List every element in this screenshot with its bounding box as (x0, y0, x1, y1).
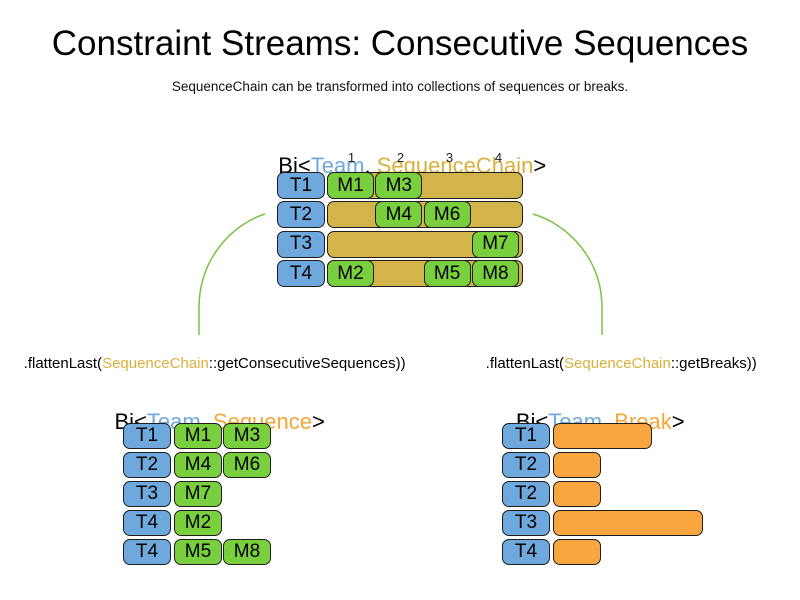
match-box: M5 (423, 260, 471, 288)
team-box: T2 (502, 481, 550, 507)
column-label: 1 (347, 150, 356, 165)
header-comma: , (200, 409, 213, 434)
match-box: M4 (174, 452, 222, 478)
match-box: M5 (174, 539, 222, 565)
match-box: M7 (174, 481, 222, 507)
left-transform-label: .flattenLast(SequenceChain::getConsecuti… (5, 335, 408, 392)
match-box: M8 (471, 260, 519, 288)
team-box: T2 (502, 452, 550, 478)
header-suffix: > (312, 409, 325, 434)
break-bar (553, 481, 601, 507)
break-bar (553, 452, 601, 478)
team-box: T2 (123, 452, 171, 478)
fn-text: ::getBreaks)) (670, 355, 757, 372)
column-label: 3 (445, 150, 454, 165)
match-box: M7 (471, 230, 519, 258)
team-box: T3 (502, 510, 550, 536)
fn-highlight: SequenceChain (564, 355, 671, 372)
header-comma: , (602, 409, 615, 434)
match-box: M1 (174, 423, 222, 449)
right-transform-label: .flattenLast(SequenceChain::getBreaks)) (467, 335, 759, 392)
team-box: T1 (123, 423, 171, 449)
team-box: T4 (277, 260, 325, 288)
header-suffix: > (671, 409, 685, 434)
match-box: M8 (223, 539, 271, 565)
team-box: T4 (502, 539, 550, 565)
fn-text: .flattenLast( (485, 355, 565, 372)
match-box: M3 (375, 172, 423, 199)
header-comma: , (364, 153, 377, 178)
break-bar (553, 423, 652, 449)
team-box: T3 (123, 481, 171, 507)
match-box: M1 (327, 172, 374, 199)
match-box: M2 (174, 510, 222, 536)
team-box: T3 (277, 230, 325, 258)
break-bar (553, 539, 601, 565)
subtitle: SequenceChain can be transformed into co… (171, 79, 629, 94)
fn-text: .flattenLast( (23, 355, 103, 372)
column-label: 2 (396, 150, 405, 165)
team-box: T2 (277, 201, 325, 229)
column-label: 4 (494, 150, 503, 165)
right-arrow-curve (532, 213, 603, 374)
team-box: T4 (123, 539, 171, 565)
match-box: M4 (375, 201, 423, 229)
fn-highlight: SequenceChain (102, 355, 209, 372)
team-box: T4 (123, 510, 171, 536)
header-suffix: > (533, 153, 547, 178)
title: Constraint Streams: Consecutive Sequence… (51, 24, 749, 63)
left-arrow-curve (198, 213, 266, 374)
team-box: T1 (502, 423, 550, 449)
match-box: M6 (223, 452, 271, 478)
fn-text: ::getConsecutiveSequences)) (208, 355, 406, 372)
match-box: M2 (327, 260, 374, 288)
match-box: M6 (423, 201, 471, 229)
team-box: T1 (277, 172, 325, 199)
break-bar (553, 510, 703, 536)
match-box: M3 (223, 423, 271, 449)
